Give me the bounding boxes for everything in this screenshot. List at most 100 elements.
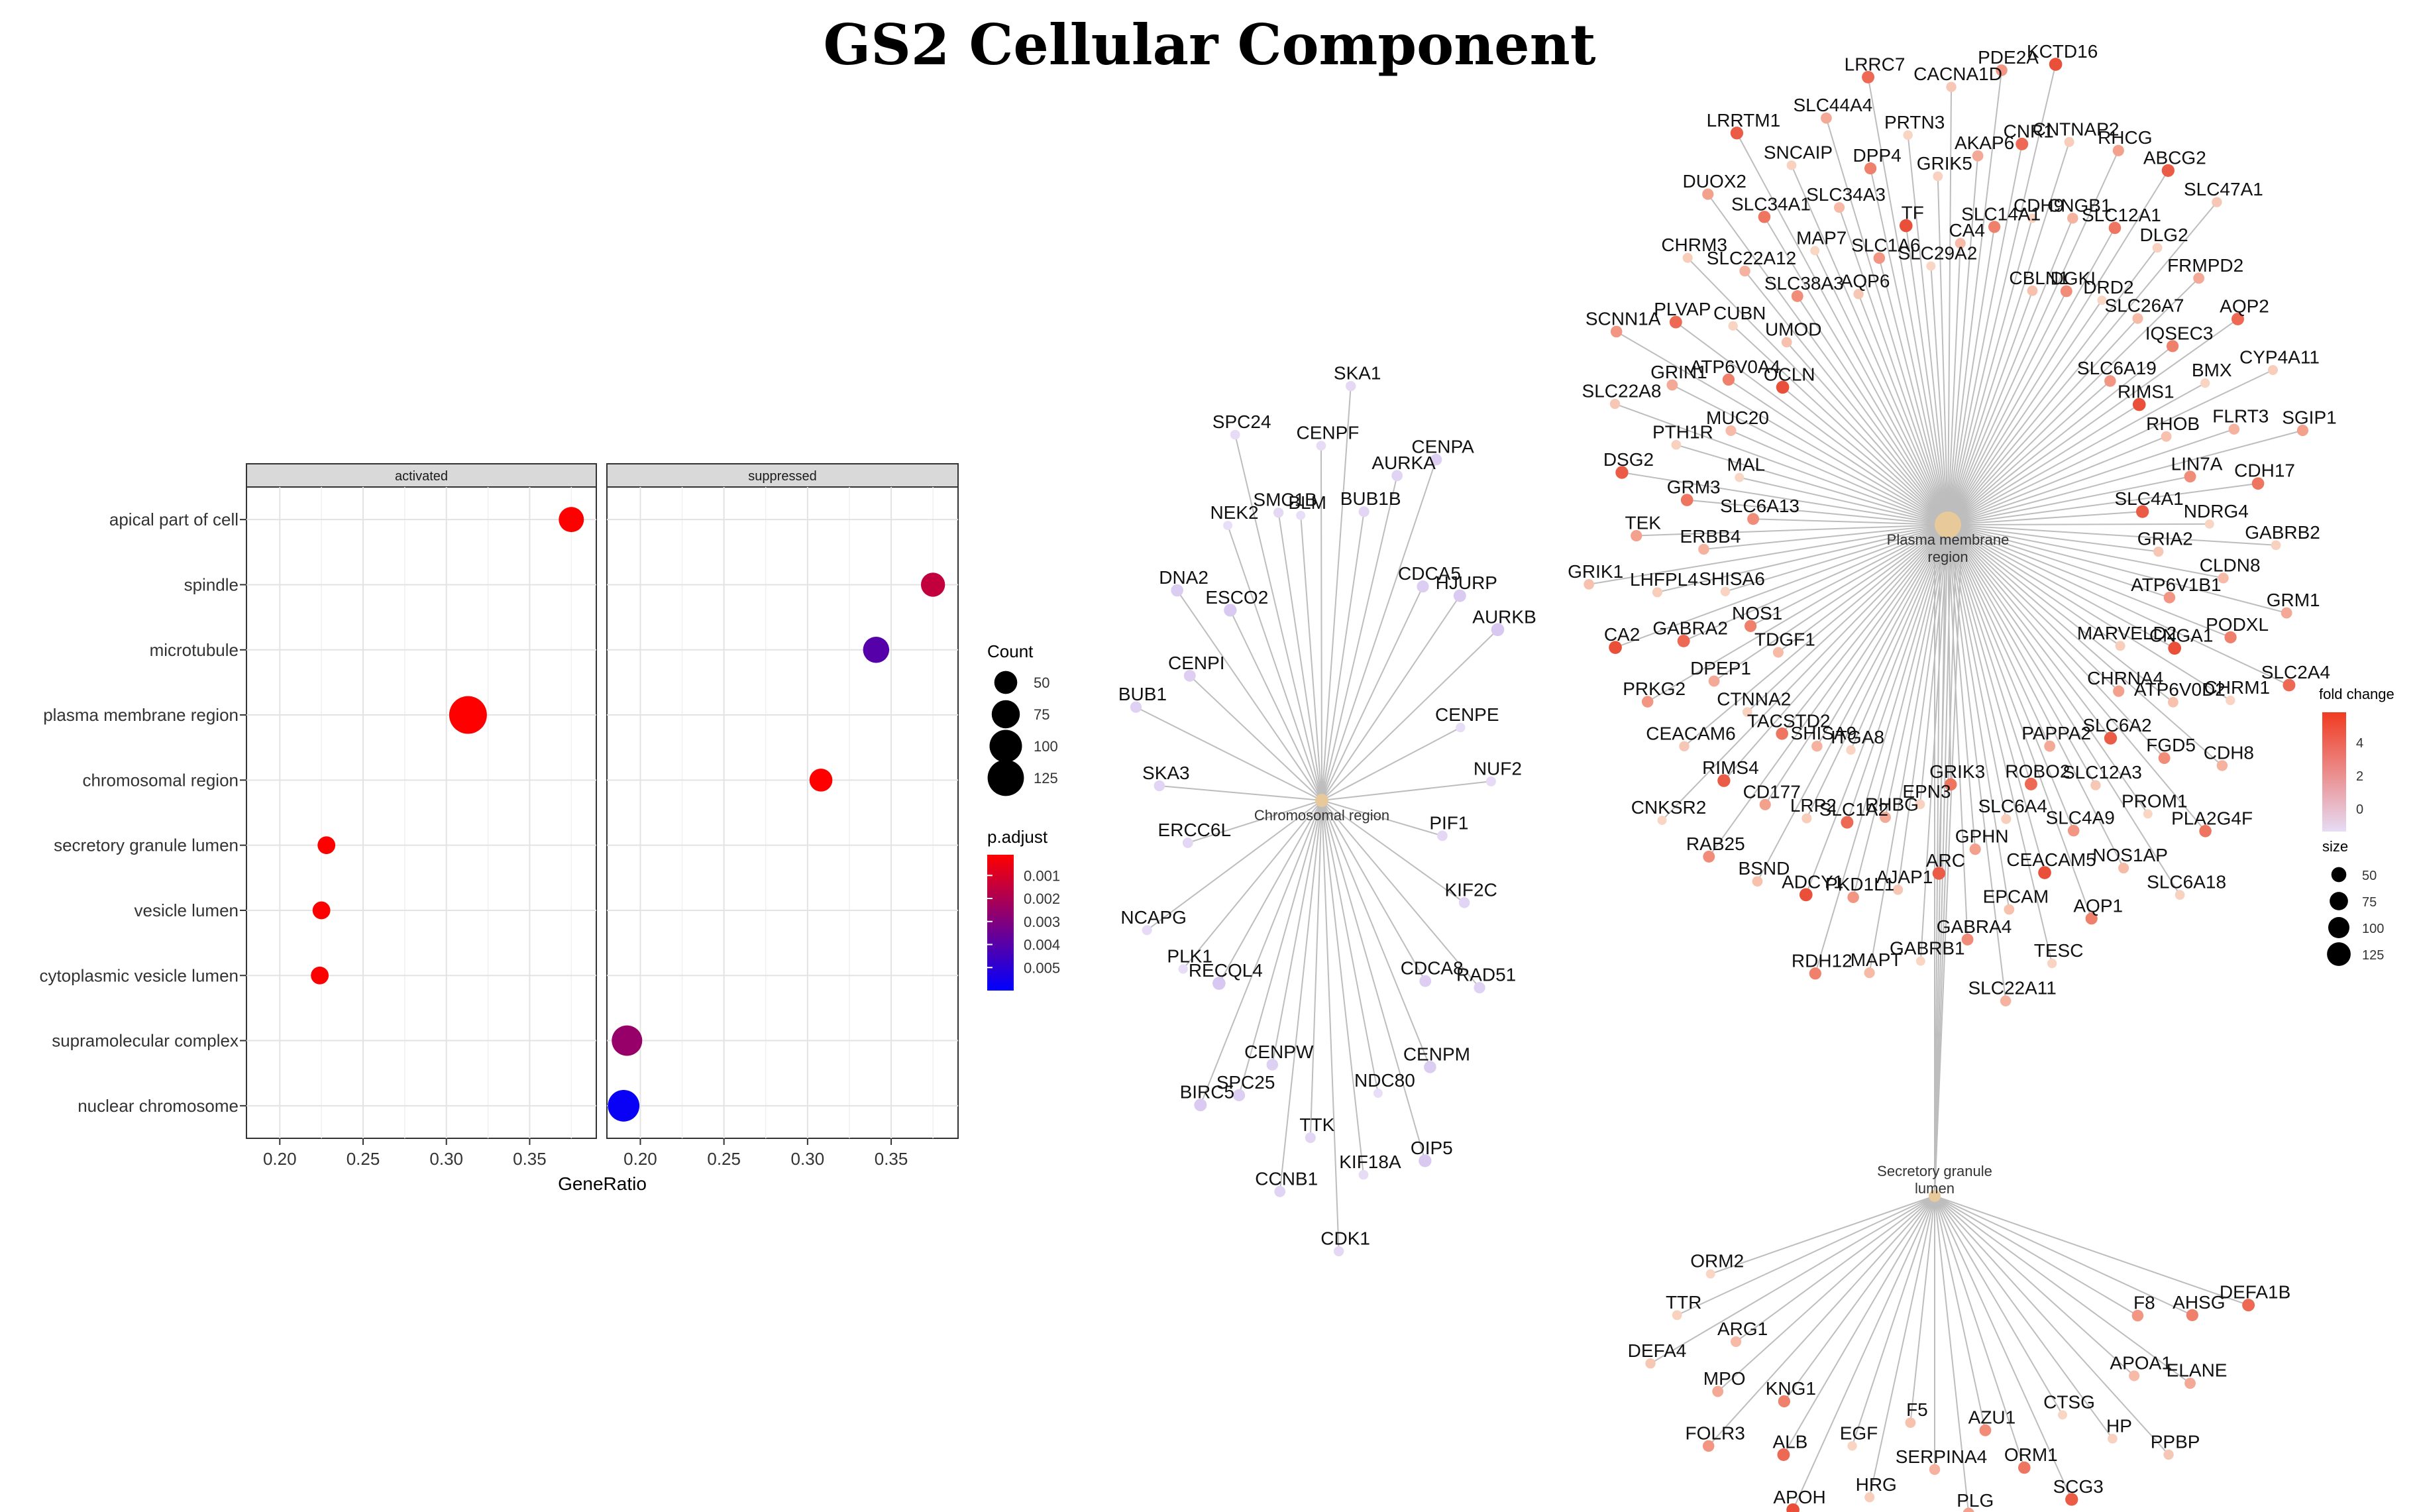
gene-label-aurkb: AURKB	[1472, 606, 1536, 627]
gene-node-slc34a3	[1834, 202, 1845, 213]
gene-label-mpo: MPO	[1703, 1368, 1746, 1389]
gene-label-frmpd2: FRMPD2	[2167, 255, 2243, 276]
gene-label-rhcg: RHCG	[2098, 127, 2152, 148]
edge-shisa9	[1816, 524, 1949, 747]
gene-node-slc22a12	[1739, 265, 1750, 277]
gene-node-ctsg	[2057, 1410, 2067, 1420]
gene-node-shisa9	[1811, 740, 1823, 752]
gene-node-drd2	[2097, 296, 2107, 305]
gene-label-orm1: ORM1	[2004, 1444, 2058, 1465]
edge-scnn1a	[1616, 331, 1949, 525]
edge-cubn	[1733, 325, 1949, 525]
edge-ocln	[1782, 386, 1949, 525]
gene-label-ccnb1: CCNB1	[1255, 1168, 1318, 1189]
gene-node-blm	[1296, 510, 1306, 520]
gene-node-cdh9	[2027, 213, 2037, 223]
gene-node-alb	[1777, 1448, 1790, 1461]
edge-muc20	[1731, 430, 1949, 525]
gene-node-smc1b	[1273, 507, 1284, 518]
gene-node-dna2	[1171, 584, 1183, 597]
edge-esco2	[1229, 610, 1322, 801]
gene-node-apoh	[1786, 1503, 1800, 1512]
dot-supramolecular-complex	[612, 1025, 643, 1056]
edge-slc4a9	[1947, 524, 2074, 832]
gene-label-ajap1: AJAP1	[1876, 867, 1933, 887]
gene-node-mal	[1735, 472, 1745, 482]
edge-tdgf1	[1778, 524, 1949, 653]
y-label-microtubule: microtubule	[150, 640, 239, 660]
edge-nos1	[1750, 524, 1949, 627]
edge-lhfpl4	[1657, 524, 1949, 593]
hub-label-plasma-membrane-region: region	[1927, 549, 1968, 565]
edge-apoa1	[1934, 1195, 2135, 1377]
gene-node-gabra4	[1961, 934, 1974, 945]
edge-ttk	[1309, 800, 1322, 1138]
gene-label-orm2: ORM2	[1690, 1251, 1744, 1271]
gene-node-rims1	[2132, 398, 2146, 411]
gene-node-cenpi	[1183, 669, 1196, 682]
gene-label-shisa9: SHISA9	[1791, 723, 1857, 743]
gene-node-nek2	[1223, 521, 1233, 531]
edge-plg	[1934, 1195, 1970, 1512]
gene-node-itga8	[1846, 745, 1856, 755]
gene-node-prom1	[2143, 809, 2153, 819]
gene-node-flrt3	[2228, 423, 2240, 435]
edge-orm2	[1710, 1195, 1935, 1275]
gene-node-atp6v0a4	[1722, 373, 1735, 386]
gene-label-pth1r: PTH1R	[1652, 421, 1713, 442]
gene-node-cenpe	[1456, 722, 1466, 733]
gene-node-bub1	[1130, 701, 1142, 713]
edge-kctd16	[1947, 64, 2057, 525]
edge-sgip1	[1947, 429, 2303, 525]
edge-slc34a3	[1839, 207, 1949, 525]
count-legend-label: 50	[1034, 675, 1049, 691]
gene-node-plk1	[1178, 964, 1188, 974]
gene-label-ndc80: NDC80	[1354, 1070, 1415, 1091]
gene-node-dsg2	[1615, 466, 1629, 479]
gene-node-slc14a1	[1988, 221, 2001, 233]
size-legend-dot	[2328, 917, 2349, 938]
gene-node-arg1	[1731, 1336, 1742, 1347]
gene-node-podxl	[2224, 631, 2237, 643]
gene-node-scg3	[2065, 1493, 2078, 1506]
gene-label-scg3: SCG3	[2053, 1476, 2104, 1497]
edge-slc29a2	[1930, 266, 1949, 525]
gene-node-atp6v0d2	[2168, 696, 2178, 708]
edge-gabrb2	[1947, 524, 2277, 546]
gene-node-ahsg	[2186, 1309, 2198, 1321]
edge-ctnna2	[1747, 524, 1949, 713]
edge-plvap	[1675, 321, 1949, 525]
edge-flrt3	[1947, 428, 2235, 525]
gene-node-chrm3	[1682, 252, 1693, 263]
gene-node-grin1	[1666, 379, 1678, 391]
edge-slc14a1	[1947, 227, 1996, 525]
facet-strip	[246, 463, 597, 488]
gene-label-nek2: NEK2	[1210, 502, 1258, 523]
size-legend-dot	[2331, 867, 2347, 883]
gene-node-robo2	[2024, 777, 2037, 790]
gene-label-alb: ALB	[1772, 1431, 1807, 1452]
gene-label-dna2: DNA2	[1159, 567, 1209, 588]
gene-label-f8: F8	[2133, 1293, 2155, 1313]
gene-label-spc25: SPC25	[1216, 1072, 1275, 1093]
edge-grin1	[1672, 384, 1949, 525]
edge-cenpm	[1321, 800, 1431, 1067]
gene-label-apoh: APOH	[1773, 1487, 1825, 1507]
gene-node-slc6a2	[2104, 731, 2118, 745]
gene-label-kctd16: KCTD16	[2027, 41, 2098, 62]
size-legend-dot	[2330, 892, 2348, 910]
edge-umod	[1786, 341, 1949, 525]
gene-label-aqp6: AQP6	[1841, 271, 1890, 292]
gene-label-slc47a1: SLC47A1	[2184, 179, 2263, 199]
edge-duox2	[1707, 193, 1949, 525]
gene-node-marveld2	[2115, 641, 2125, 651]
hub-link-edge	[1934, 551, 1962, 1197]
edge-aurka	[1321, 475, 1398, 801]
hub-node-plasma-membrane-region	[1935, 512, 1961, 538]
gene-label-pif1: PIF1	[1429, 812, 1468, 833]
edge-ca2	[1615, 524, 1949, 649]
edge-kif18a	[1321, 800, 1364, 1175]
gene-node-slc4a1	[2135, 505, 2149, 518]
gene-label-bsnd: BSND	[1739, 858, 1790, 879]
